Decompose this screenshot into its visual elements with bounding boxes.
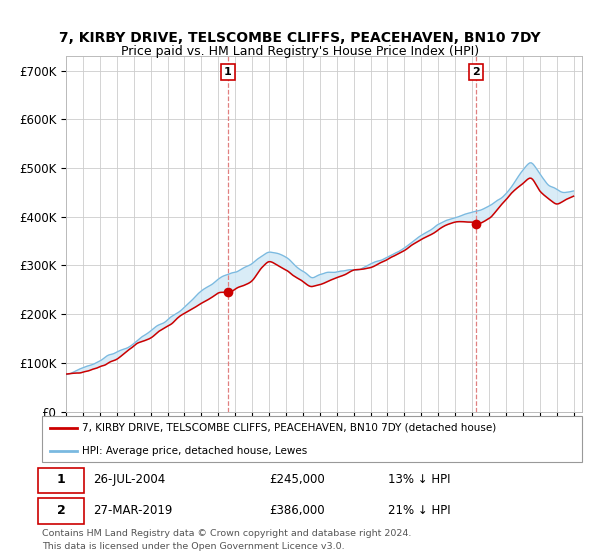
Text: HPI: Average price, detached house, Lewes: HPI: Average price, detached house, Lewe… bbox=[83, 446, 308, 455]
FancyBboxPatch shape bbox=[42, 416, 582, 462]
Text: 2: 2 bbox=[472, 67, 480, 77]
Text: £245,000: £245,000 bbox=[269, 473, 325, 486]
Text: Contains HM Land Registry data © Crown copyright and database right 2024.: Contains HM Land Registry data © Crown c… bbox=[42, 529, 412, 538]
Text: 1: 1 bbox=[56, 473, 65, 486]
Text: 27-MAR-2019: 27-MAR-2019 bbox=[94, 504, 173, 517]
Text: 21% ↓ HPI: 21% ↓ HPI bbox=[388, 504, 450, 517]
Text: £386,000: £386,000 bbox=[269, 504, 325, 517]
FancyBboxPatch shape bbox=[38, 468, 83, 493]
Text: 7, KIRBY DRIVE, TELSCOMBE CLIFFS, PEACEHAVEN, BN10 7DY (detached house): 7, KIRBY DRIVE, TELSCOMBE CLIFFS, PEACEH… bbox=[83, 423, 497, 432]
Text: 26-JUL-2004: 26-JUL-2004 bbox=[94, 473, 166, 486]
Text: 2: 2 bbox=[56, 504, 65, 517]
Text: Price paid vs. HM Land Registry's House Price Index (HPI): Price paid vs. HM Land Registry's House … bbox=[121, 45, 479, 58]
FancyBboxPatch shape bbox=[38, 498, 83, 524]
Text: This data is licensed under the Open Government Licence v3.0.: This data is licensed under the Open Gov… bbox=[42, 542, 344, 550]
Text: 7, KIRBY DRIVE, TELSCOMBE CLIFFS, PEACEHAVEN, BN10 7DY: 7, KIRBY DRIVE, TELSCOMBE CLIFFS, PEACEH… bbox=[59, 31, 541, 45]
Text: 13% ↓ HPI: 13% ↓ HPI bbox=[388, 473, 450, 486]
Text: 1: 1 bbox=[224, 67, 232, 77]
